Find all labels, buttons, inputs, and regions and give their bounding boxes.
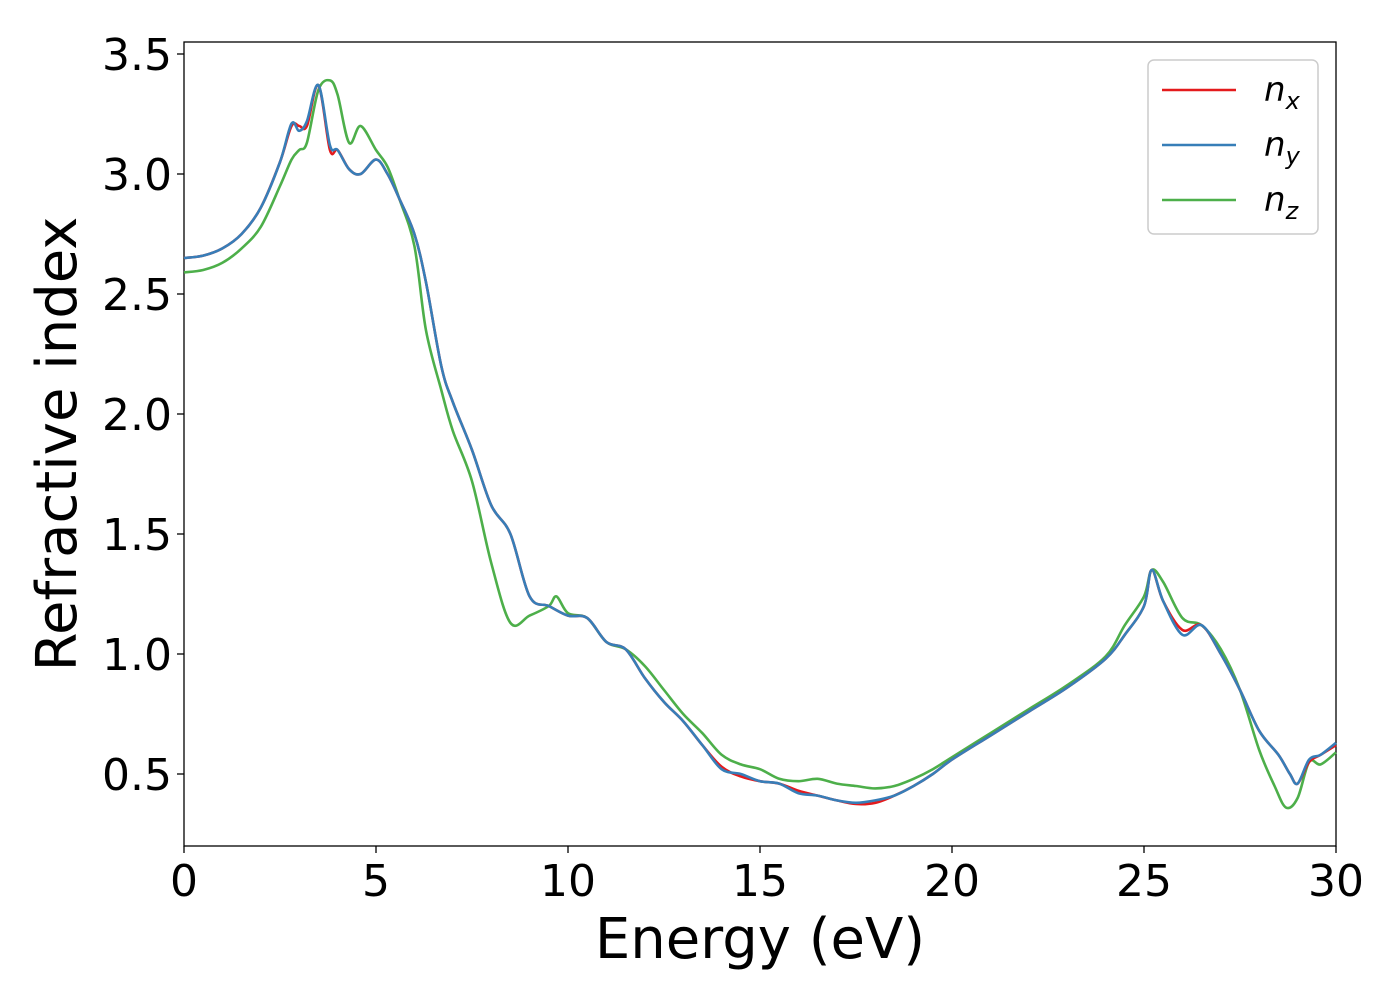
- x-tick-label: 15: [732, 856, 788, 907]
- x-tick-label: 30: [1308, 856, 1364, 907]
- x-tick-label: 5: [362, 856, 390, 907]
- series-line-nz: [183, 78, 1337, 810]
- legend-label-ny: ny: [1264, 125, 1301, 170]
- x-tick-label: 10: [540, 856, 596, 907]
- x-axis-label: Energy (eV): [595, 907, 925, 972]
- legend-label-subscript: y: [1285, 142, 1301, 170]
- series-line-ny: [183, 83, 1337, 805]
- y-tick-label: 1.0: [102, 630, 172, 681]
- legend-label-base: n: [1264, 125, 1286, 165]
- y-tick-label: 0.5: [102, 750, 172, 801]
- y-tick-label: 2.0: [102, 390, 172, 441]
- y-axis-label: Refractive index: [25, 217, 90, 672]
- series-layer: [183, 78, 1337, 810]
- x-axis-ticks: 0 5 10 15 20 25 30: [170, 846, 1364, 907]
- legend-label-subscript: z: [1285, 197, 1300, 225]
- legend-box: [1147, 59, 1319, 235]
- x-tick-label: 25: [1116, 856, 1172, 907]
- y-tick-label: 3.5: [102, 30, 172, 81]
- x-tick-label: 0: [170, 856, 198, 907]
- legend-label-nz: nz: [1264, 180, 1300, 225]
- legend-label-base: n: [1264, 180, 1286, 220]
- legend-label-nx: nx: [1264, 70, 1301, 115]
- y-tick-label: 3.0: [102, 150, 172, 201]
- legend-label-base: n: [1264, 70, 1286, 110]
- x-tick-label: 20: [924, 856, 980, 907]
- y-tick-label: 2.5: [102, 270, 172, 321]
- y-axis-ticks: 0.5 1.0 1.5 2.0 2.5 3.0 3.5: [102, 30, 184, 801]
- y-tick-label: 1.5: [102, 510, 172, 561]
- legend-label-subscript: x: [1285, 87, 1301, 115]
